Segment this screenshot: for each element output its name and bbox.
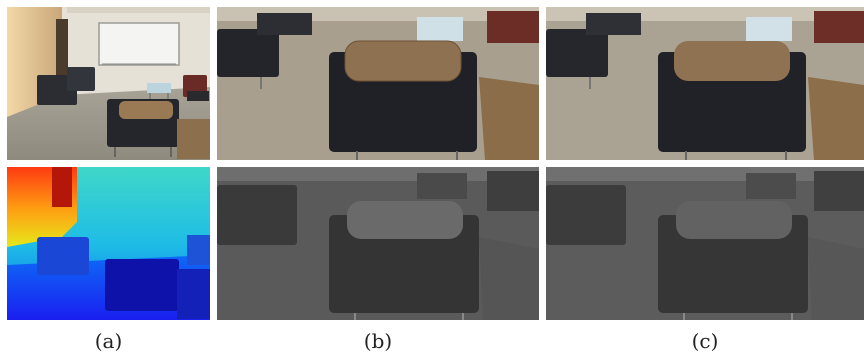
panel-b-color xyxy=(217,7,539,160)
caption-a: (a) xyxy=(94,329,123,353)
caption-b: (b) xyxy=(363,329,393,353)
panel-a-rgb xyxy=(7,7,210,160)
panel-a-depth xyxy=(7,167,210,320)
caption-c: (c) xyxy=(691,329,719,353)
zoom-gray-b xyxy=(217,167,539,320)
zoom-color-c xyxy=(546,7,864,160)
zoom-gray-c xyxy=(546,167,864,320)
panel-c-gray xyxy=(546,167,864,320)
panel-b-gray xyxy=(217,167,539,320)
panel-c-color xyxy=(546,7,864,160)
lounge-photo xyxy=(7,7,210,160)
depth-map xyxy=(7,167,210,320)
zoom-color-b xyxy=(217,7,539,160)
